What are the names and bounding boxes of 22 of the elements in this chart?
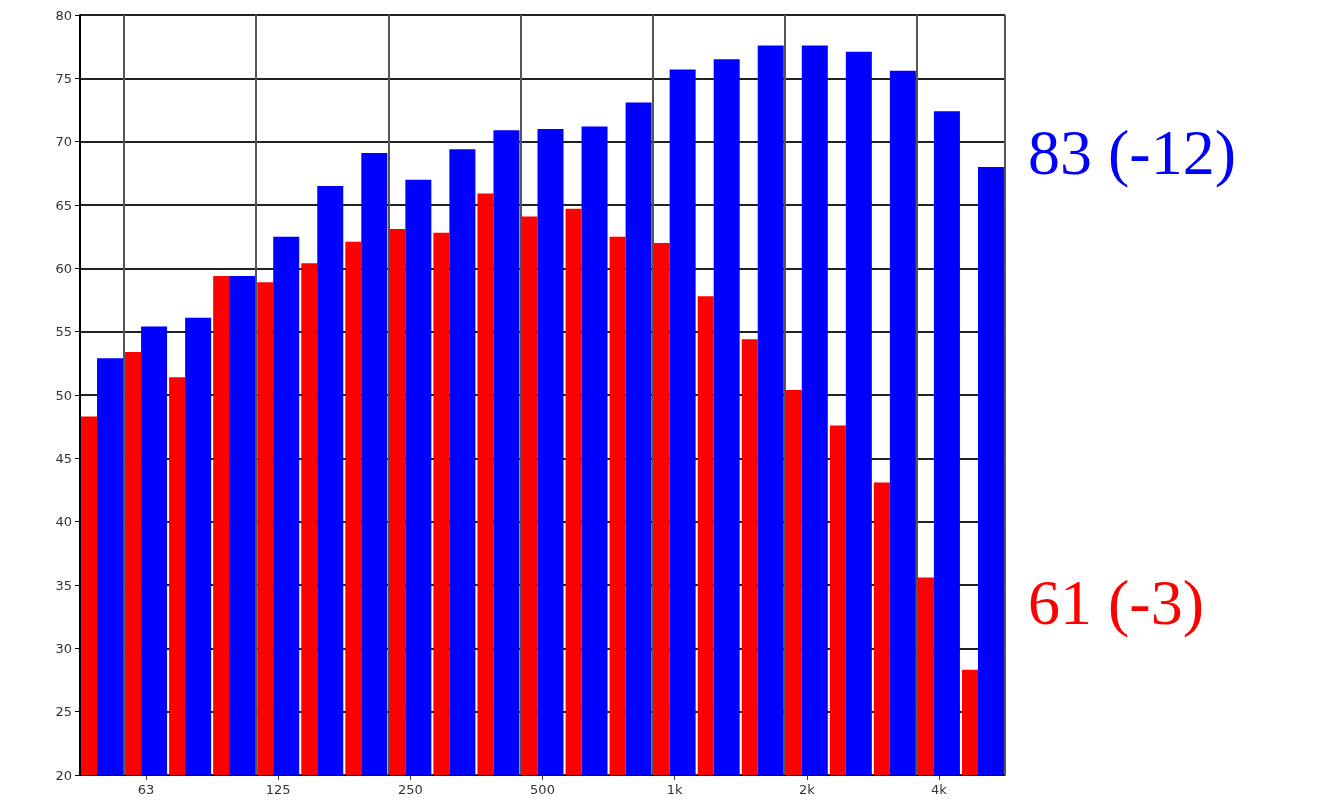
y-tick-label: 75: [55, 70, 72, 86]
y-tick-label: 60: [55, 260, 72, 276]
y-tick-label: 35: [55, 577, 72, 593]
y-tick-label: 65: [55, 197, 72, 213]
x-tick-label: 125: [265, 782, 291, 797]
x-tick-label: 4k: [931, 782, 948, 797]
y-tick-label: 55: [55, 324, 72, 340]
y-tick-label: 30: [55, 640, 72, 656]
y-tick-label: 20: [55, 767, 72, 783]
x-tick-label: 500: [530, 782, 555, 797]
y-tick-label: 40: [55, 514, 72, 530]
y-tick-label: 70: [55, 134, 72, 150]
x-tick-label: 63: [137, 782, 155, 797]
y-tick-label: 50: [55, 387, 72, 403]
x-tick-label: 2k: [798, 782, 816, 797]
text: 83 (-12): [1028, 116, 1236, 188]
x-tick-label: 250: [397, 782, 423, 797]
y-tick-label: 80: [55, 7, 72, 23]
y-tick-label: 45: [55, 450, 72, 466]
x-tick-label: 1k: [666, 782, 684, 797]
y-tick-label: 25: [55, 704, 72, 720]
text: 61 (-3): [1028, 566, 1204, 638]
